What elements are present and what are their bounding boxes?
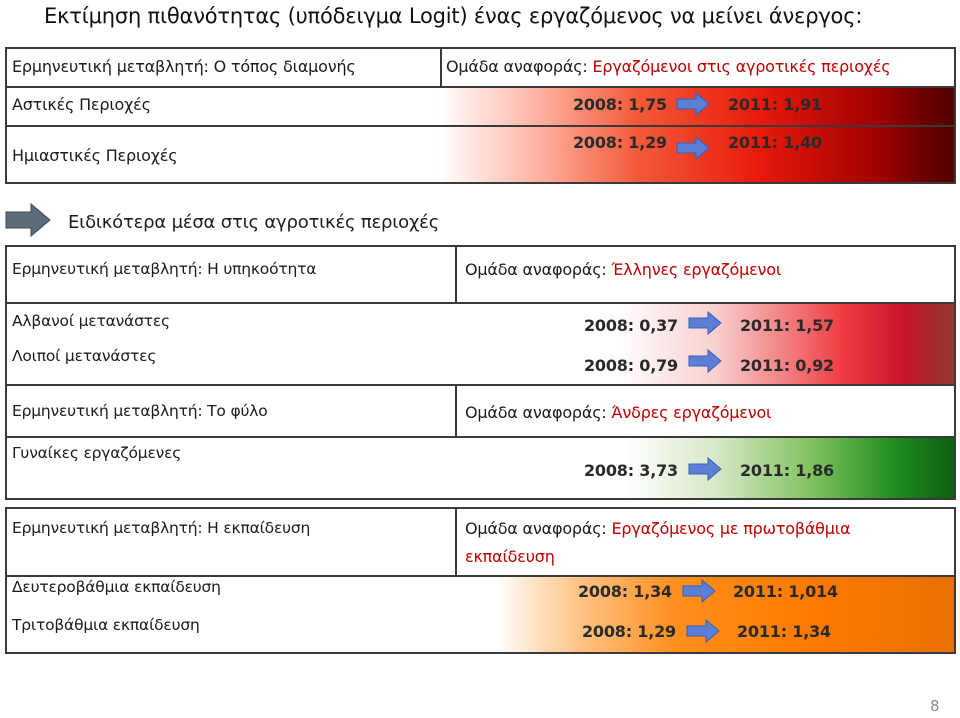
row-label-urban: Αστικές Περιοχές — [12, 95, 151, 114]
value-2008-women: 2008: 3,73 — [584, 461, 678, 480]
reference-prefix: Ομάδα αναφοράς: — [465, 519, 612, 538]
page-number: 8 — [930, 697, 940, 715]
citizenship-reference-group: Ομάδα αναφοράς: Έλληνες εργαζόμενοι — [465, 260, 781, 279]
reference-prefix: Ομάδα αναφοράς: — [465, 403, 612, 422]
right-arrow-icon — [5, 202, 51, 238]
citizenship-variable-label: Ερμηνευτική μεταβλητή: Η υπηκοότητα — [12, 260, 317, 278]
value-2008-albanian: 2008: 0,37 — [584, 316, 678, 335]
residence-reference-group: Ομάδα αναφοράς: Εργαζόμενοι στις αγροτικ… — [446, 57, 891, 76]
value-2008-urban: 2008: 1,75 — [573, 95, 667, 114]
value-2011-tertiary: 2011: 1,34 — [737, 622, 831, 641]
value-2011-secondary: 2011: 1,014 — [733, 582, 838, 601]
value-2011-other-migrants: 2011: 0,92 — [740, 356, 834, 375]
value-2008-tertiary: 2008: 1,29 — [582, 622, 676, 641]
right-arrow-icon — [686, 618, 720, 644]
row-label-tertiary: Τριτοβάθμια εκπαίδευση — [12, 616, 200, 634]
education-reference-group: Ομάδα αναφοράς: Εργαζόμενος με πρωτοβάθμ… — [465, 519, 851, 538]
reference-prefix: Ομάδα αναφοράς: — [446, 57, 593, 76]
education-variable-label: Ερμηνευτική μεταβλητή: Η εκπαίδευση — [12, 519, 311, 537]
reference-group-name: Έλληνες εργαζόμενοι — [611, 260, 782, 279]
reference-prefix: Ομάδα αναφοράς: — [465, 260, 612, 279]
gender-reference-group: Ομάδα αναφοράς: Άνδρες εργαζόμενοι — [465, 403, 771, 422]
value-2011-albanian: 2011: 1,57 — [740, 316, 834, 335]
reference-group-name-cont: εκπαίδευση — [465, 547, 555, 566]
subheading: Ειδικότερα μέσα στις αγροτικές περιοχές — [68, 212, 440, 233]
reference-group-name: Εργαζόμενος με πρωτοβάθμια — [611, 519, 851, 538]
value-2011-urban: 2011: 1,91 — [728, 95, 822, 114]
reference-group-name: Εργαζόμενοι στις αγροτικές περιοχές — [592, 57, 891, 76]
value-2011-women: 2011: 1,86 — [740, 461, 834, 480]
value-2008-other-migrants: 2008: 0,79 — [584, 356, 678, 375]
row-label-other-migrants: Λοιποί μετανάστες — [12, 347, 157, 365]
row-label-women: Γυναίκες εργαζόμενες — [12, 444, 182, 462]
row-label-semi-urban: Ημιαστικές Περιοχές — [12, 146, 178, 165]
right-arrow-icon — [682, 578, 716, 604]
right-arrow-icon — [676, 135, 710, 161]
gender-variable-label: Ερμηνευτική μεταβλητή: Το φύλο — [12, 402, 268, 420]
row-label-albanian: Αλβανοί μετανάστες — [12, 312, 170, 330]
page-title: Εκτίμηση πιθανότητας (υπόδειγμα Logit) έ… — [44, 4, 863, 28]
right-arrow-icon — [688, 310, 722, 336]
citizenship-gradient-bg — [456, 304, 955, 384]
value-2011-semi-urban: 2011: 1,40 — [728, 133, 822, 152]
right-arrow-icon — [688, 456, 722, 482]
reference-group-name: Άνδρες εργαζόμενοι — [611, 403, 772, 422]
value-2008-semi-urban: 2008: 1,29 — [573, 133, 667, 152]
right-arrow-icon — [688, 348, 722, 374]
row-label-secondary: Δευτεροβάθμια εκπαίδευση — [12, 578, 221, 596]
residence-variable-label: Ερμηνευτική μεταβλητή: Ο τόπος διαμονής — [12, 57, 356, 76]
value-2008-secondary: 2008: 1,34 — [578, 582, 672, 601]
education-reference-group-line2: εκπαίδευση — [465, 547, 555, 566]
right-arrow-icon — [676, 91, 710, 117]
